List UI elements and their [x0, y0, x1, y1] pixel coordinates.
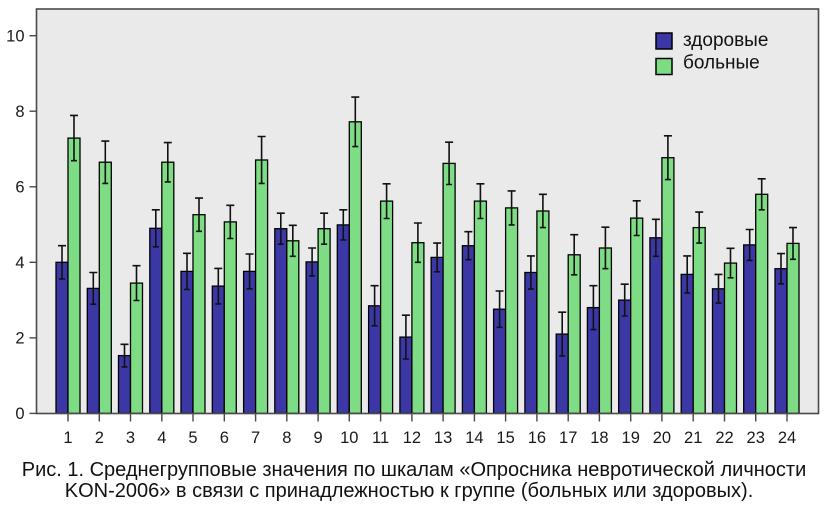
svg-text:19: 19: [622, 429, 640, 447]
svg-text:2: 2: [95, 429, 104, 447]
svg-text:9: 9: [314, 429, 323, 447]
svg-text:17: 17: [559, 429, 577, 447]
svg-text:больные: больные: [683, 53, 760, 74]
svg-text:4: 4: [157, 429, 166, 447]
svg-text:22: 22: [715, 429, 733, 447]
svg-text:20: 20: [653, 429, 671, 447]
svg-text:здоровые: здоровые: [683, 30, 768, 51]
svg-text:1: 1: [63, 429, 72, 447]
svg-text:6: 6: [15, 179, 24, 197]
svg-text:15: 15: [496, 429, 514, 447]
svg-text:6: 6: [220, 429, 229, 447]
svg-text:16: 16: [528, 429, 546, 447]
svg-text:5: 5: [188, 429, 197, 447]
svg-text:3: 3: [126, 429, 135, 447]
svg-text:18: 18: [590, 429, 608, 447]
svg-text:13: 13: [434, 429, 452, 447]
svg-text:0: 0: [15, 405, 24, 423]
svg-text:23: 23: [747, 429, 765, 447]
svg-text:10: 10: [340, 429, 358, 447]
svg-text:21: 21: [684, 429, 702, 447]
svg-text:14: 14: [465, 429, 483, 447]
svg-text:2: 2: [15, 330, 24, 348]
svg-text:10: 10: [6, 28, 24, 46]
svg-text:7: 7: [251, 429, 260, 447]
svg-text:4: 4: [15, 254, 24, 272]
svg-text:11: 11: [372, 429, 389, 447]
svg-text:8: 8: [15, 103, 24, 121]
svg-text:24: 24: [778, 429, 796, 447]
svg-text:8: 8: [282, 429, 291, 447]
svg-text:12: 12: [403, 429, 421, 447]
